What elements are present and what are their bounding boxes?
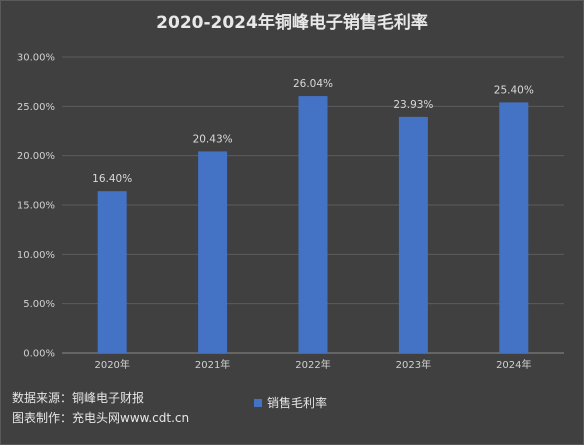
data-label: 20.43% <box>193 133 233 145</box>
y-tick-label: 0.00% <box>23 349 55 360</box>
bar <box>298 96 328 354</box>
x-tick-label: 2024年 <box>496 358 531 371</box>
y-tick-label: 5.00% <box>23 299 55 310</box>
chart-title: 2020-2024年铜峰电子销售毛利率 <box>156 13 428 33</box>
legend: 销售毛利率 <box>254 394 327 411</box>
y-tick-label: 30.00% <box>17 53 55 64</box>
y-tick-label: 15.00% <box>17 201 55 212</box>
legend-label: 销售毛利率 <box>267 396 328 410</box>
bar <box>499 102 529 354</box>
y-tick-label: 10.00% <box>17 250 55 261</box>
bar <box>198 151 228 353</box>
y-tick-label: 20.00% <box>17 151 55 162</box>
footer-source: 数据来源：铜峰电子财报 <box>12 391 145 405</box>
y-tick-label: 25.00% <box>17 102 55 113</box>
data-label: 26.04% <box>293 78 333 90</box>
data-label: 23.93% <box>393 99 433 111</box>
x-tick-label: 2023年 <box>396 358 431 371</box>
bar <box>398 116 428 354</box>
data-label: 25.40% <box>494 84 534 96</box>
x-tick-label: 2021年 <box>195 358 230 371</box>
bar <box>97 191 127 353</box>
data-label: 16.40% <box>92 173 132 185</box>
x-tick-label: 2022年 <box>295 358 330 371</box>
x-tick-label: 2020年 <box>94 358 129 371</box>
legend-swatch <box>254 398 262 407</box>
footer-maker: 图表制作：充电头网www.cdt.cn <box>12 411 190 425</box>
